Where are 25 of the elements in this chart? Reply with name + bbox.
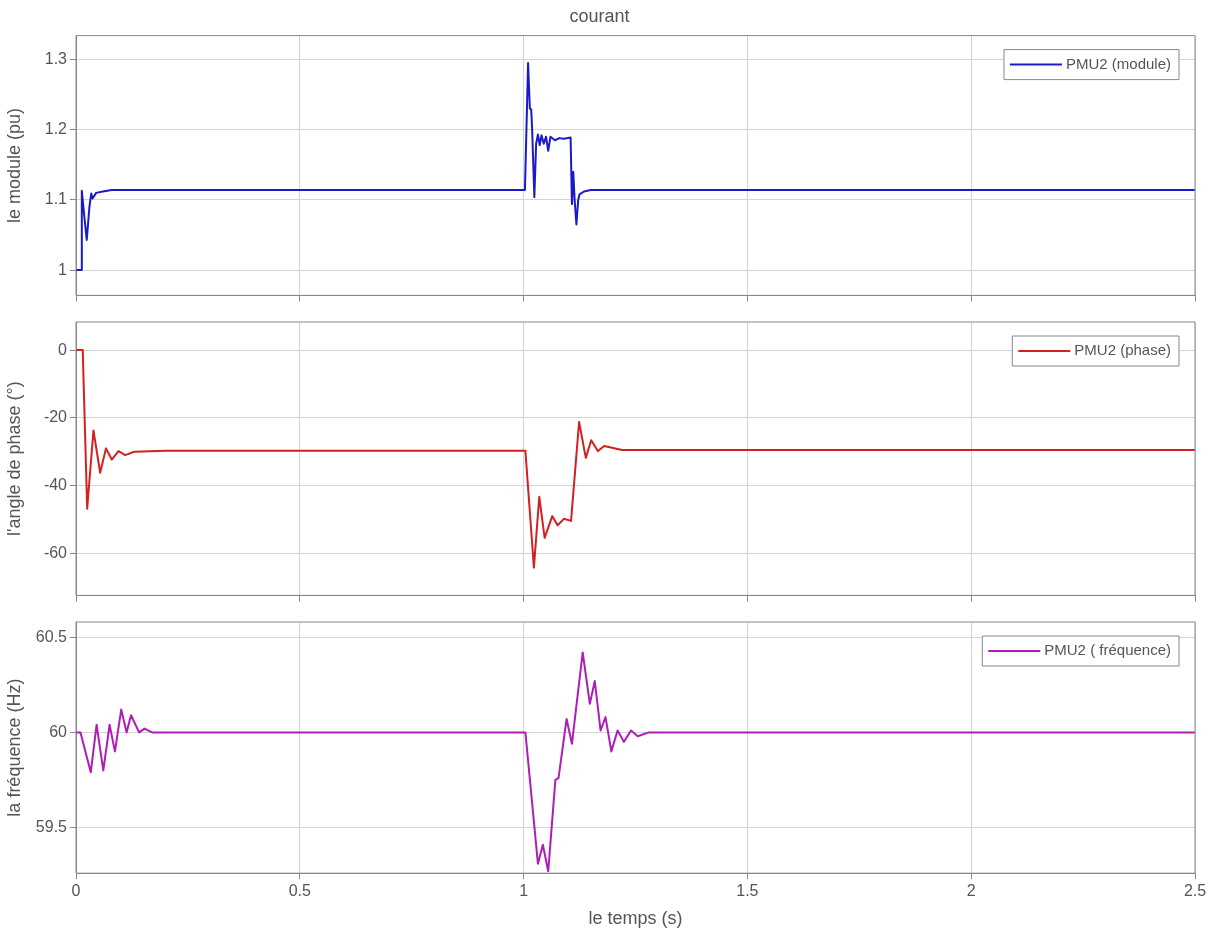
y-tick-label: 1.3 — [44, 49, 68, 67]
y-tick-label: 59.5 — [35, 817, 68, 835]
chart-title: courant — [569, 5, 630, 26]
y-axis-title: la fréquence (Hz) — [3, 678, 24, 817]
y-axis-title: le module (pu) — [3, 107, 24, 224]
x-tick-label: 1.5 — [736, 882, 759, 900]
y-tick-label: -40 — [43, 476, 68, 494]
x-axis-title: le temps (s) — [588, 908, 683, 929]
y-tick-label: -20 — [43, 408, 68, 426]
y-tick-label: 60.5 — [35, 627, 68, 645]
y-tick-label: 1.1 — [44, 190, 68, 208]
y-tick-label: 60 — [49, 722, 68, 740]
legend-label: PMU2 (phase) — [1074, 341, 1171, 359]
x-tick-label: 0 — [71, 882, 81, 900]
x-tick-label: 0.5 — [288, 882, 312, 900]
y-tick-label: 0 — [58, 340, 68, 358]
x-tick-label: 2 — [966, 882, 976, 900]
legend-label: PMU2 (module) — [1065, 54, 1171, 72]
y-tick-label: 1.2 — [44, 120, 68, 138]
legend-label: PMU2 ( fréquence) — [1044, 641, 1171, 659]
x-tick-label: 2.5 — [1183, 882, 1207, 900]
y-tick-label: 1 — [58, 260, 68, 278]
y-tick-label: -60 — [43, 543, 68, 561]
x-tick-label: 1 — [519, 882, 529, 900]
y-axis-title: l'angle de phase (°) — [3, 381, 24, 537]
